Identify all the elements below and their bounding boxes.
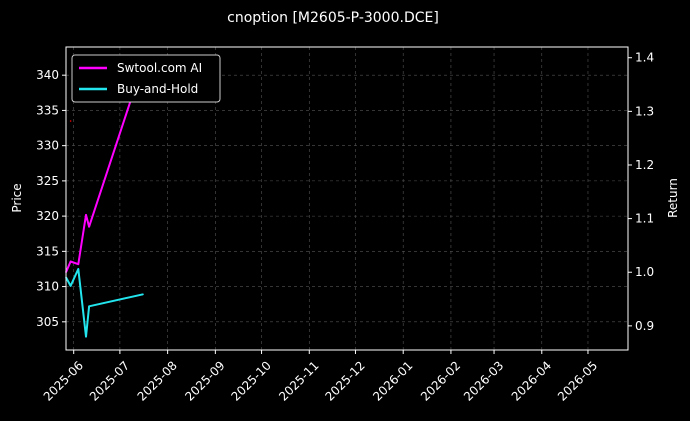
y-axis-label-right: Return [666,178,680,218]
data-point [77,268,80,270]
right-tick-label: 1.3 [635,104,654,118]
legend-label-swtool: Swtool.com AI [117,61,202,75]
y-axis-label-left: Price [10,183,24,212]
data-point [69,260,72,263]
right-tick-label: 1.2 [635,158,654,172]
marker-point [69,120,72,122]
legend-label-buy-and-hold: Buy-and-Hold [117,82,198,96]
right-tick-label: 1.4 [635,51,654,65]
legend: Swtool.com AI Buy-and-Hold [71,54,221,103]
data-point [88,225,90,228]
series-line-swtool-com-ai [65,62,144,273]
left-tick-label: 340 [36,68,59,82]
right-tick-label: 1.0 [635,265,654,279]
data-point [142,293,144,296]
left-tick-label: 325 [36,174,59,188]
legend-box [71,54,221,103]
data-point [69,285,72,287]
left-tick-label: 330 [36,139,59,153]
data-point [85,214,87,216]
grid [66,47,628,350]
right-tick-label: 1.1 [635,212,654,226]
right-axis: 0.9 1.0 1.1 1.2 1.3 1.4 [628,51,654,333]
left-tick-label: 335 [36,103,59,117]
plot-frame [65,46,629,351]
series-layer [65,62,144,338]
left-axis: 305 310 315 320 325 330 335 340 [36,68,66,329]
left-tick-label: 310 [36,280,59,294]
series-line-buy-and-hold [65,268,144,338]
data-point [77,263,80,265]
data-point [88,305,90,308]
right-tick-label: 0.9 [635,319,654,333]
left-tick-label: 315 [36,244,59,258]
left-tick-label: 320 [36,209,59,223]
chart-title: cnoption [M2605-P-3000.DCE] [227,10,439,26]
left-tick-label: 305 [36,315,59,329]
data-point [85,335,87,338]
